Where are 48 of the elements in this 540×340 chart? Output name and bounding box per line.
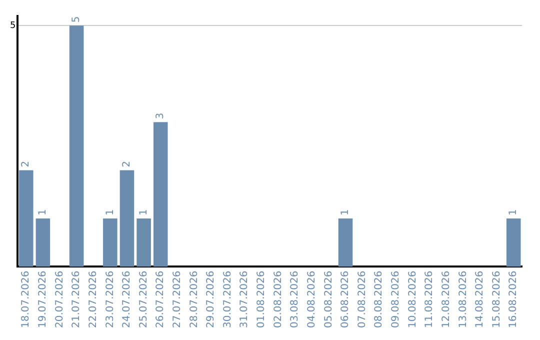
data-label: 3	[155, 112, 166, 120]
x-tick-label: 10.08.2026	[407, 270, 418, 328]
x-tick-label: 20.07.2026	[54, 270, 66, 328]
x-tick-label: 31.07.2026	[239, 270, 250, 328]
x-tick-label: 26.07.2026	[155, 270, 166, 328]
bar	[69, 26, 84, 267]
bar	[18, 170, 34, 267]
bar	[153, 122, 168, 267]
x-tick-label: 22.07.2026	[88, 270, 99, 328]
bar	[120, 170, 134, 267]
x-tick-label: 16.08.2026	[508, 270, 520, 328]
x-tick-label: 24.07.2026	[122, 270, 133, 328]
x-tick-label: 19.07.2026	[38, 270, 49, 328]
x-tick-label: 02.08.2026	[272, 270, 284, 328]
data-label: 1	[38, 209, 49, 216]
x-tick-label: 18.07.2026	[20, 270, 32, 328]
bar	[506, 218, 521, 267]
x-tick-label: 09.08.2026	[390, 270, 402, 328]
x-tick-label: 11.08.2026	[424, 270, 436, 328]
x-tick-label: 08.08.2026	[374, 270, 385, 328]
x-tick-label: 07.08.2026	[356, 270, 368, 328]
x-tick-label: 06.08.2026	[340, 270, 352, 328]
x-tick-label: 01.08.2026	[256, 270, 268, 328]
bar	[36, 218, 50, 267]
bar	[136, 218, 151, 267]
x-tick-label: 12.08.2026	[440, 270, 452, 328]
x-tick-label: 14.08.2026	[474, 270, 486, 328]
data-label: 5	[71, 16, 82, 23]
x-tick-label: 03.08.2026	[290, 270, 301, 328]
bar	[338, 218, 353, 267]
x-tick-label: 05.08.2026	[323, 270, 334, 328]
x-tick-label: 29.07.2026	[206, 270, 217, 328]
data-label: 1	[340, 209, 352, 216]
x-tick-label: 23.07.2026	[104, 270, 116, 328]
x-tick-label: 04.08.2026	[306, 270, 318, 328]
data-label: 1	[508, 209, 520, 216]
data-label: 1	[104, 209, 116, 216]
bar	[103, 218, 118, 267]
x-tick-label: 30.07.2026	[222, 270, 234, 328]
data-label: 1	[138, 209, 150, 216]
x-tick-label: 21.07.2026	[71, 270, 82, 328]
x-tick-label: 15.08.2026	[491, 270, 502, 328]
x-tick-label: 27.07.2026	[172, 270, 184, 328]
x-tick-label: 28.07.2026	[188, 270, 200, 328]
data-label: 2	[122, 160, 133, 168]
data-label: 2	[20, 160, 32, 168]
x-tick-label: 13.08.2026	[458, 270, 469, 328]
x-tick-label: 25.07.2026	[138, 270, 150, 328]
